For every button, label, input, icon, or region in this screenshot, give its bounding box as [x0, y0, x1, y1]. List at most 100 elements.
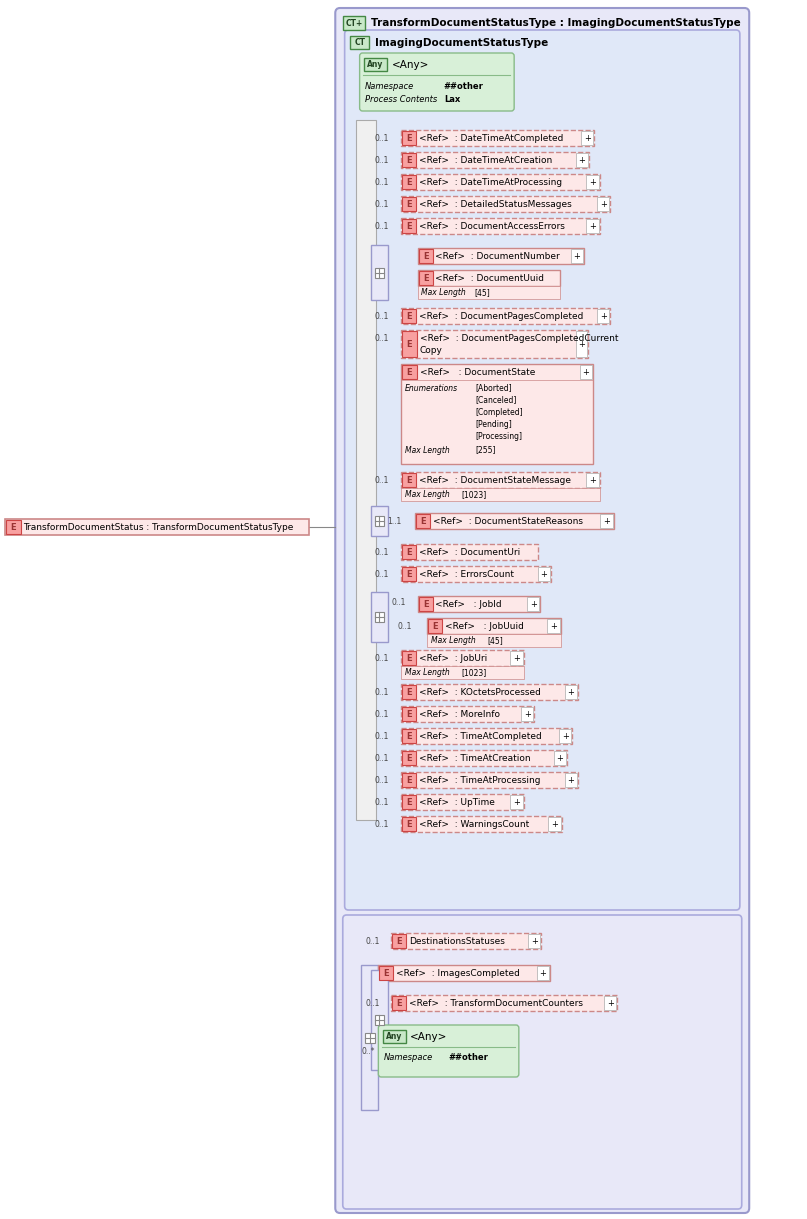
Bar	[600, 514, 613, 528]
Bar	[401, 728, 572, 744]
Bar	[402, 729, 416, 744]
Bar	[392, 996, 407, 1011]
Text: <Ref>  : DocumentUri: <Ref> : DocumentUri	[419, 547, 520, 557]
Bar	[402, 685, 416, 698]
Text: <Any>: <Any>	[410, 1031, 448, 1041]
Text: +: +	[583, 134, 591, 143]
Bar	[401, 566, 550, 581]
Bar	[554, 751, 566, 766]
Bar	[565, 773, 577, 787]
Bar	[343, 16, 366, 30]
Text: 0..1: 0..1	[374, 731, 389, 740]
Text: <Ref>  : ErrorsCount: <Ref> : ErrorsCount	[419, 569, 513, 579]
Text: <Ref>  : MoreInfo: <Ref> : MoreInfo	[419, 709, 500, 718]
Text: 0..1: 0..1	[374, 312, 389, 321]
Bar	[575, 154, 587, 167]
Text: 0..1: 0..1	[374, 709, 389, 718]
Text: <Ref>  : DocumentPagesCompleted: <Ref> : DocumentPagesCompleted	[419, 312, 583, 321]
Bar	[416, 514, 430, 528]
Text: +: +	[589, 222, 596, 230]
Text: E: E	[406, 312, 412, 321]
Text: 0..1: 0..1	[374, 797, 389, 807]
Text: <Ref>  : DocumentNumber: <Ref> : DocumentNumber	[436, 251, 560, 261]
Bar	[549, 817, 561, 831]
Bar	[402, 176, 416, 189]
Text: <Ref>  : DocumentUuid: <Ref> : DocumentUuid	[436, 273, 545, 283]
Text: [1023]: [1023]	[462, 668, 487, 677]
Bar	[427, 634, 561, 647]
Text: E: E	[406, 731, 412, 740]
Text: <Ref>  : DateTimeAtCompleted: <Ref> : DateTimeAtCompleted	[419, 134, 563, 143]
Text: <Ref>   : JobUuid: <Ref> : JobUuid	[445, 622, 524, 630]
Text: [255]: [255]	[476, 445, 496, 455]
Text: E: E	[406, 156, 412, 165]
Bar	[401, 666, 524, 679]
Text: <Ref>  : TimeAtCreation: <Ref> : TimeAtCreation	[419, 753, 530, 763]
Text: E: E	[406, 200, 412, 208]
Bar	[391, 933, 541, 950]
Text: Any: Any	[367, 60, 384, 69]
Bar	[364, 59, 387, 71]
Bar	[565, 685, 577, 698]
Text: +: +	[607, 998, 614, 1007]
Text: Max Length: Max Length	[404, 490, 449, 499]
Text: Enumerations: Enumerations	[404, 384, 458, 393]
Bar	[401, 364, 593, 464]
Bar	[401, 330, 588, 358]
Text: E: E	[423, 251, 429, 261]
Text: E: E	[383, 969, 389, 978]
Text: E: E	[396, 998, 402, 1007]
Text: CT: CT	[354, 38, 365, 48]
FancyBboxPatch shape	[343, 915, 742, 1209]
Bar	[401, 650, 524, 666]
Text: 0..1: 0..1	[374, 134, 389, 143]
Bar	[587, 219, 599, 233]
Bar	[401, 706, 534, 722]
Bar	[5, 519, 309, 535]
Text: ##other: ##other	[449, 1053, 488, 1063]
Text: 0..1: 0..1	[366, 998, 379, 1007]
Text: E: E	[406, 222, 412, 230]
Bar	[419, 271, 433, 285]
Text: +: +	[578, 340, 585, 349]
Text: +: +	[540, 569, 547, 579]
Bar	[587, 176, 599, 189]
Text: E: E	[406, 775, 412, 785]
Bar	[402, 364, 416, 379]
Text: +: +	[600, 312, 607, 321]
Bar	[576, 332, 587, 357]
Text: <Ref>  : KOctetsProcessed: <Ref> : KOctetsProcessed	[419, 688, 541, 696]
Text: [1023]: [1023]	[462, 490, 487, 499]
Text: +: +	[600, 200, 607, 208]
Bar	[401, 794, 524, 809]
Text: <Ref>  : TimeAtProcessing: <Ref> : TimeAtProcessing	[419, 775, 540, 785]
Bar	[402, 308, 416, 323]
Text: E: E	[423, 273, 429, 283]
Bar	[427, 618, 561, 634]
Text: Lax: Lax	[444, 95, 460, 104]
Bar	[371, 592, 387, 642]
Text: +: +	[551, 819, 558, 829]
Text: +: +	[530, 600, 537, 608]
FancyBboxPatch shape	[360, 52, 514, 111]
Bar	[6, 521, 21, 534]
Bar	[401, 174, 600, 190]
Text: <Ref>  : DocumentAccessErrors: <Ref> : DocumentAccessErrors	[419, 222, 565, 230]
Bar	[547, 619, 560, 633]
Text: Any: Any	[386, 1032, 403, 1041]
Bar	[581, 130, 593, 145]
Text: +: +	[531, 936, 537, 946]
Text: E: E	[406, 653, 412, 662]
Text: 0..1: 0..1	[374, 334, 389, 343]
Bar	[402, 651, 416, 666]
Text: E: E	[10, 523, 16, 531]
Bar	[401, 772, 578, 787]
Bar	[392, 934, 407, 948]
Text: 1..1: 1..1	[387, 517, 401, 525]
Text: +: +	[567, 688, 575, 696]
Text: 0..1: 0..1	[374, 475, 389, 484]
Bar	[350, 37, 369, 49]
Bar	[597, 197, 609, 211]
Bar	[402, 219, 416, 233]
Text: +: +	[513, 797, 520, 807]
